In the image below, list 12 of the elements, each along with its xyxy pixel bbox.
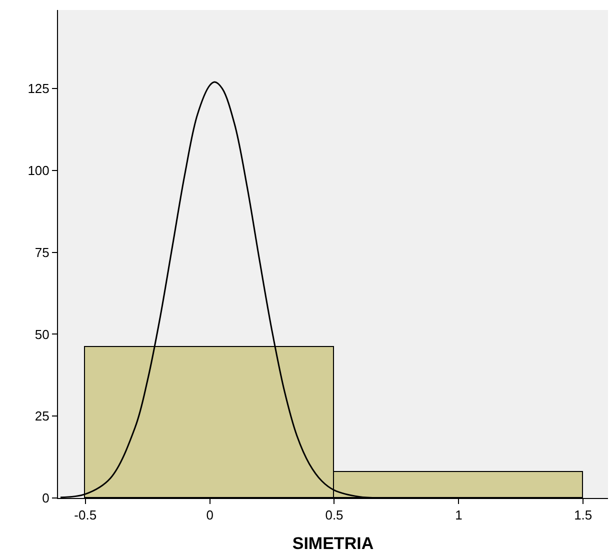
y-tick-label: 100 [28,163,50,178]
x-tick-label: 1 [455,508,462,523]
x-tick-label: -0.5 [74,508,97,523]
y-tick-label: 75 [34,244,50,260]
y-tick-label: 125 [28,81,50,96]
y-tick-label: 50 [34,326,50,342]
x-tick-label: 1.5 [574,508,592,523]
x-tick-label: 0 [206,508,214,523]
x-tick-label: 0.5 [325,508,344,523]
y-tick-label: 25 [34,408,50,424]
x-axis-title: SIMETRIA [292,534,374,553]
y-tick-label: 0 [42,490,50,506]
